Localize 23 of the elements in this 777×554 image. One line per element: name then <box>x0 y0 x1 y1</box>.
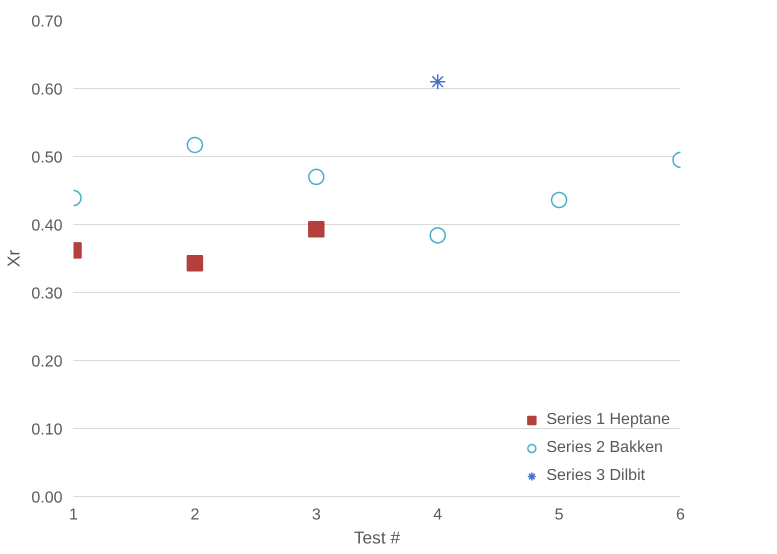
x-axis-title: Test # <box>354 528 400 548</box>
point <box>429 227 446 244</box>
y-tick-label: 0.60 <box>31 82 63 98</box>
legend-label: Series 1 Heptane <box>546 411 670 429</box>
x-tick-label: 3 <box>312 506 321 524</box>
point <box>308 168 325 186</box>
y-tick-label: 0.00 <box>31 490 63 506</box>
y-tick-label: 0.30 <box>31 286 63 302</box>
legend-label: Series 2 Bakken <box>546 439 663 457</box>
y-tick-label: 0.70 <box>31 14 63 30</box>
legend-label: Series 3 Dilbit <box>546 467 646 485</box>
x-tick-label: 1 <box>69 506 78 524</box>
x-tick-label: 2 <box>190 506 200 524</box>
point <box>308 221 325 238</box>
y-tick-label: 0.10 <box>31 422 63 438</box>
y-tick-label: 0.50 <box>31 150 63 166</box>
y-tick-label: 0.40 <box>31 218 63 234</box>
x-tick-label: 4 <box>433 506 442 524</box>
point <box>429 73 446 90</box>
x-tick-label: 6 <box>676 506 686 524</box>
y-axis-title: Xr <box>3 250 24 268</box>
y-tick-label: 0.20 <box>31 354 63 370</box>
x-tick-label: 5 <box>554 506 564 524</box>
